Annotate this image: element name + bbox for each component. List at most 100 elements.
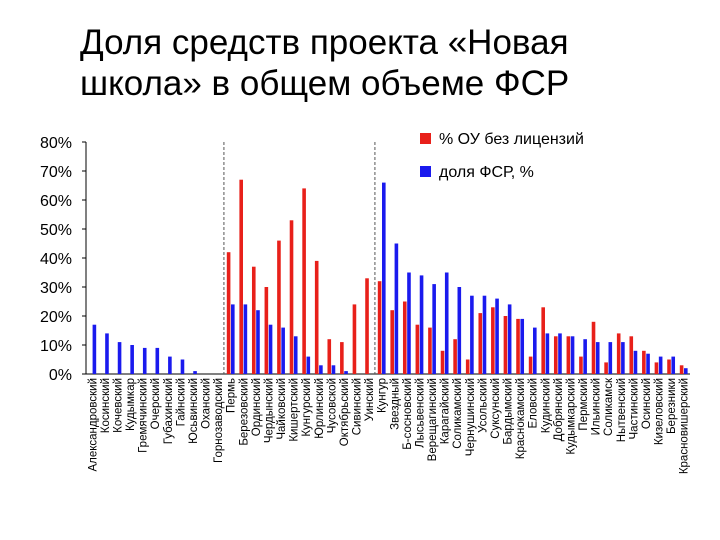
x-category-label: Суксунский [490, 378, 502, 439]
red-bar [541, 307, 545, 374]
blue-bar [105, 333, 109, 374]
blue-bar [570, 336, 575, 374]
red-bar [327, 339, 332, 374]
group-dividers [223, 142, 376, 374]
x-category-label: Оханский [201, 378, 213, 429]
x-category-label: Юрлинский [314, 378, 326, 439]
x-category-label: Усольский [477, 378, 489, 433]
x-axis-labels: Александровский Косинский Кочевский Кудымка… [87, 377, 690, 474]
x-category-label: Лысьвенский [414, 378, 426, 448]
blue-bar [319, 365, 323, 374]
red-bar [390, 310, 394, 374]
y-tick-label: 0% [49, 367, 72, 384]
x-category-label: Юсьвинский [188, 378, 200, 444]
blue-bar [507, 304, 512, 374]
red-bar [566, 336, 571, 374]
x-category-label: Верещагинский [427, 378, 439, 461]
blue-bar [595, 342, 600, 374]
title-line-2: школа» в общем объеме ФСР [80, 64, 570, 103]
bars [92, 179, 688, 374]
x-category-label: Ильинский [591, 378, 603, 435]
blue-bar [407, 272, 411, 374]
x-category-label: Звездный [389, 378, 401, 430]
x-category-label: Александровский [87, 378, 99, 472]
red-bar [491, 307, 495, 374]
red-bar [264, 287, 269, 374]
x-category-label: Горнозаводский [213, 378, 225, 463]
x-category-label: Чернушинский [465, 378, 477, 456]
blue-bar [608, 342, 613, 374]
red-bar [440, 350, 445, 374]
blue-bar [243, 304, 248, 374]
red-bar [604, 362, 608, 374]
x-category-label: Кочевский [112, 378, 124, 433]
red-bar [289, 220, 294, 374]
x-category-label: Ординский [251, 378, 263, 436]
x-category-label: Октябрьский [339, 378, 351, 446]
x-category-label: Гремячинский [138, 378, 150, 453]
blue-bar [482, 295, 487, 374]
red-bar [277, 240, 281, 374]
blue-bar [256, 310, 260, 374]
x-category-label: Уинский [364, 378, 376, 421]
blue-bar [281, 327, 285, 374]
red-bar [314, 260, 319, 374]
blue-bar [394, 243, 399, 374]
x-category-label: Частинский [628, 378, 640, 439]
x-category-label: Гайнский [175, 378, 187, 426]
red-bar [465, 359, 470, 374]
blue-bar [117, 342, 122, 374]
y-tick-label: 70% [40, 164, 72, 181]
x-category-label: Бардымский [503, 378, 515, 445]
blue-bar [382, 182, 386, 374]
blue-bar [419, 275, 424, 374]
blue-bar [306, 356, 311, 374]
red-bar [616, 333, 621, 374]
legend: % ОУ без лицензий доля ФСР, % [420, 131, 584, 181]
blue-bar [432, 284, 436, 374]
blue-bar [331, 365, 336, 374]
blue-bar [168, 356, 172, 374]
x-category-label: Осинский [641, 378, 653, 429]
legend-label: % ОУ без лицензий [439, 131, 584, 148]
legend-label: доля ФСР, % [439, 164, 534, 181]
x-category-label: Соликамск [603, 377, 615, 436]
red-bar [239, 179, 243, 374]
x-category-label: Чусовской [326, 378, 338, 433]
blue-bar [520, 318, 525, 374]
blue-bar [344, 371, 348, 374]
blue-bar [633, 350, 638, 374]
blue-bar [92, 324, 97, 374]
x-category-label: Березники [666, 378, 678, 434]
red-bar [251, 266, 256, 374]
x-category-label: Чердынский [263, 378, 275, 443]
blue-bar [646, 353, 650, 374]
blue-bar [470, 295, 474, 374]
blue-bar [671, 356, 676, 374]
red-bar [340, 342, 344, 374]
x-category-label: Кунгурский [301, 378, 313, 437]
blue-bar [495, 298, 499, 374]
x-category-label: Березовский [238, 378, 250, 446]
blue-bar [533, 327, 537, 374]
red-bar [402, 301, 407, 374]
slide-title: Доля средств проекта «Новая школа» в общ… [80, 22, 700, 104]
red-bar [642, 350, 646, 374]
x-category-label: Карагайский [440, 378, 452, 444]
y-tick-label: 10% [40, 338, 72, 355]
x-category-label: Губахинский [163, 378, 175, 444]
y-tick-label: 30% [40, 280, 72, 297]
red-bar [629, 336, 634, 374]
x-category-label: Пермь [226, 378, 238, 413]
y-axis: 0% 10% 20% 30% 40% 50% 60% 70% 80% [40, 135, 690, 384]
blue-bar [658, 356, 663, 374]
red-bar [503, 316, 508, 374]
blue-bar [558, 333, 562, 374]
blue-bar [130, 345, 134, 374]
red-bar [516, 318, 520, 374]
x-category-label: Кудымкарский [565, 378, 577, 455]
x-category-label: Б-сосновский [402, 378, 414, 450]
x-category-label: Пермский [578, 378, 590, 431]
red-bar [667, 359, 671, 374]
